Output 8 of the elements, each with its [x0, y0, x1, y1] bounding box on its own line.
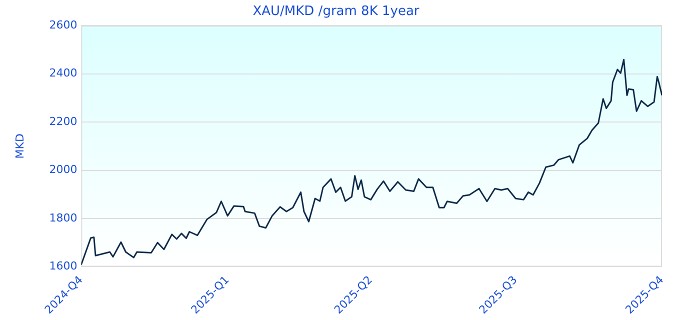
y-tick-label: 2000 — [49, 163, 78, 176]
y-tick-label: 1800 — [49, 211, 78, 224]
y-axis-title: MKD — [13, 134, 26, 159]
y-tick-label: 1600 — [49, 260, 78, 273]
y-tick-label: 2400 — [49, 66, 78, 80]
y-tick-label: 2600 — [49, 18, 78, 32]
chart-title: XAU/MKD /gram 8K 1year — [252, 4, 420, 20]
y-tick-label: 2200 — [49, 114, 78, 128]
